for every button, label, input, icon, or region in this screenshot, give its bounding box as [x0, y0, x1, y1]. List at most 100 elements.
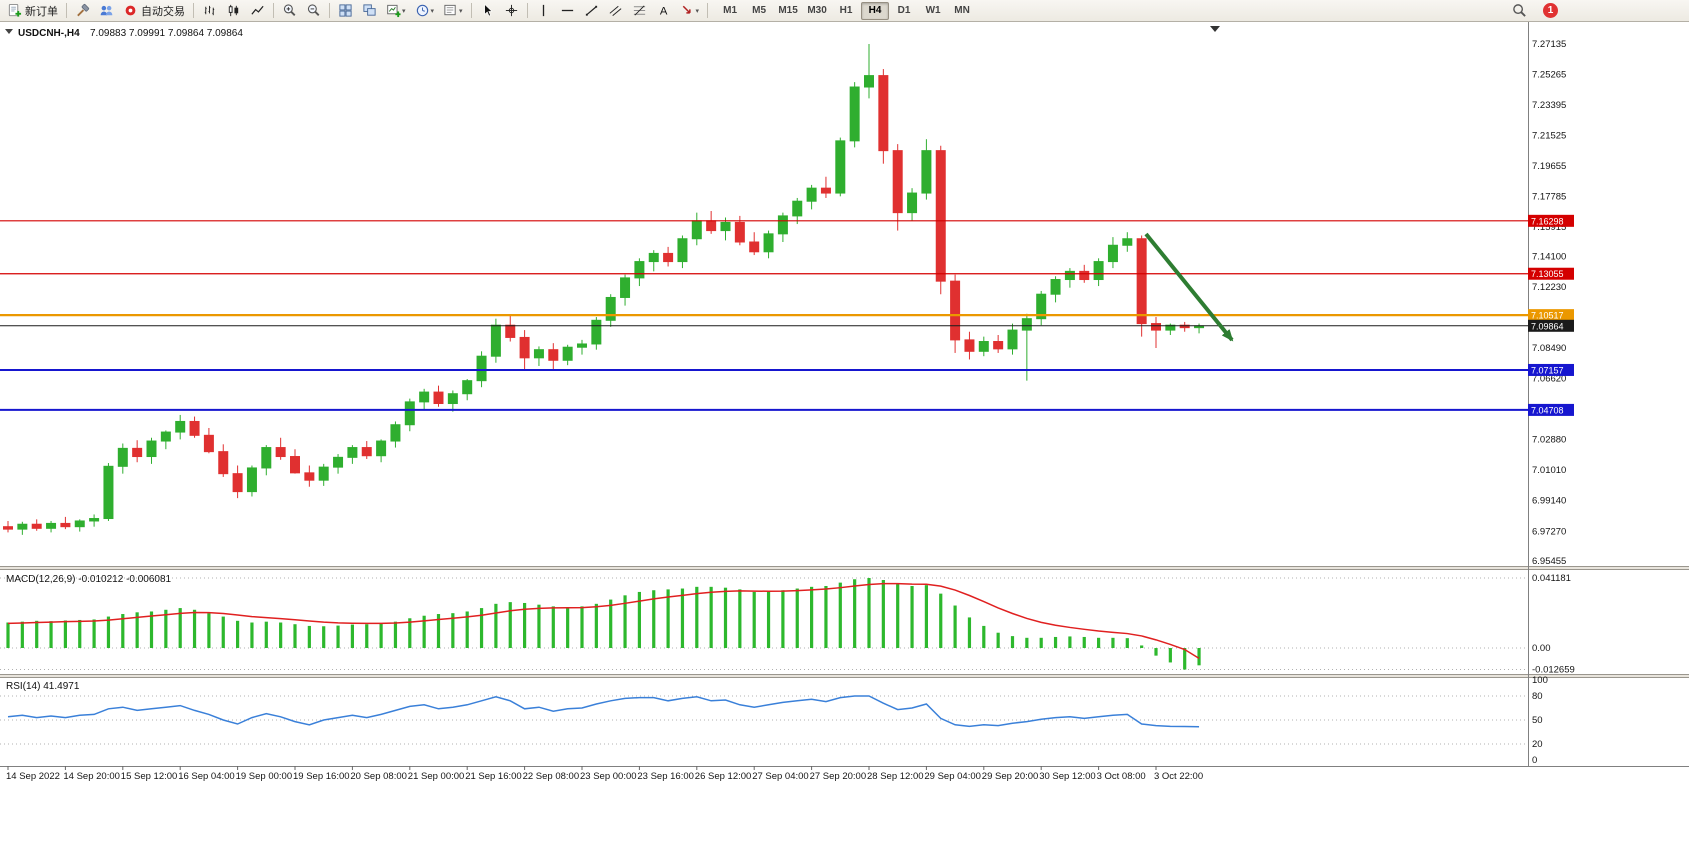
line-chart-button[interactable] — [246, 1, 269, 21]
new-order-label: 新订单 — [25, 5, 58, 18]
new-chart-button[interactable]: ▾ — [382, 1, 410, 21]
search-button[interactable] — [1508, 1, 1531, 21]
candle — [1036, 290, 1047, 326]
timeframe-button-h1[interactable]: H1 — [839, 4, 853, 16]
candle — [290, 449, 300, 474]
candle — [978, 336, 989, 357]
autotrading-button[interactable]: 自动交易 — [119, 1, 189, 21]
timeframe-button-h4[interactable]: H4 — [861, 1, 890, 20]
price-level-badge — [1528, 309, 1574, 322]
vertical-line-icon — [542, 4, 544, 17]
macd-axis-label: 0.00 — [1532, 643, 1551, 654]
candle — [1179, 321, 1190, 332]
candle — [806, 184, 817, 210]
rsi-axis-label: 0 — [1532, 755, 1537, 766]
timeframe-button-m5[interactable]: M5 — [752, 4, 767, 16]
timeframe-button-m1[interactable]: M1 — [723, 4, 738, 16]
zoom-out-button[interactable] — [302, 1, 325, 21]
price-level-badge-label: 7.04708 — [1531, 405, 1564, 415]
time-axis-label: 27 Sep 04:00 — [752, 771, 809, 782]
timeframe-button-m30[interactable]: M30 — [807, 4, 827, 16]
candle — [548, 343, 559, 370]
candle — [175, 414, 186, 440]
trendline-tool-button[interactable] — [580, 1, 603, 21]
period-button[interactable]: ▾ — [411, 1, 439, 21]
candle — [433, 385, 444, 407]
time-axis-label: 16 Sep 04:00 — [178, 771, 235, 782]
horizontal-line-tool-button[interactable] — [556, 1, 579, 21]
time-axis-label: 27 Sep 20:00 — [810, 771, 867, 782]
candle — [246, 465, 257, 497]
candle — [777, 212, 788, 242]
candle — [132, 440, 143, 463]
candle — [993, 334, 1004, 353]
candle — [1050, 276, 1061, 303]
candle — [31, 519, 42, 531]
candle — [275, 437, 286, 460]
chart-window: 0.041181 0.00 -0.012659 100 80 50 20 0 7.27135 7.… — [0, 22, 1689, 850]
timeframe-toolbar: M1 M5 M15 M30 H1 H4 D1 W1 MN — [716, 1, 976, 20]
zoom-out-icon — [307, 4, 320, 16]
pane-separator[interactable] — [0, 674, 1689, 678]
cursor-tool-button[interactable] — [476, 1, 499, 21]
price-level-badge — [1528, 403, 1574, 416]
candle — [577, 339, 587, 355]
candle — [261, 445, 272, 476]
market-watch-button[interactable] — [95, 1, 118, 21]
horizontal-line-icon — [561, 9, 573, 12]
timeframe-button-mn[interactable]: MN — [954, 4, 970, 16]
price-axis-label: 7.12230 — [1532, 282, 1566, 293]
channel-icon — [609, 5, 621, 17]
timeframe-button-d1[interactable]: D1 — [897, 4, 911, 16]
price-axis-label: 7.21525 — [1532, 131, 1566, 142]
candle — [1064, 268, 1075, 288]
candle — [921, 139, 932, 200]
candle — [620, 274, 631, 306]
zoom-in-button[interactable] — [278, 1, 301, 21]
metaeditor-button[interactable] — [71, 1, 94, 21]
text-tool-button[interactable]: A — [652, 1, 675, 21]
rsi-axis-label: 50 — [1532, 715, 1543, 726]
ohlc-panel-toggle[interactable] — [5, 29, 13, 34]
candle — [490, 318, 501, 363]
candle — [1107, 237, 1118, 269]
channel-tool-button[interactable] — [604, 1, 627, 21]
vertical-line-tool-button[interactable] — [532, 1, 555, 21]
pane-separator[interactable] — [0, 566, 1689, 570]
candle — [792, 197, 803, 225]
notification-badge[interactable]: 1 — [1543, 3, 1558, 18]
crosshair-tool-button[interactable] — [500, 1, 523, 21]
svg-text:A: A — [659, 5, 667, 17]
new-order-button[interactable]: 新订单 — [3, 1, 62, 21]
rsi-axis-label: 20 — [1532, 739, 1543, 750]
candle — [146, 437, 157, 464]
candle — [46, 520, 57, 533]
text-icon: A — [659, 5, 667, 17]
fibonacci-tool-button[interactable] — [628, 1, 651, 21]
timeframe-button-w1[interactable]: W1 — [925, 4, 941, 16]
main-toolbar: 新订单 自动交易 — [0, 0, 1689, 22]
time-axis-label: 26 Sep 12:00 — [695, 771, 752, 782]
candle — [519, 330, 530, 371]
candle — [820, 176, 831, 198]
candle — [376, 439, 387, 463]
time-axis-label: 22 Sep 08:00 — [523, 771, 580, 782]
candle — [648, 250, 659, 272]
time-axis-label: 19 Sep 16:00 — [293, 771, 350, 782]
trend-arrow-annotation[interactable] — [1144, 232, 1234, 342]
chart-ohlc-values: 7.09883 7.09991 7.09864 7.09864 — [90, 28, 243, 39]
chart-shift-marker[interactable] — [1210, 26, 1220, 32]
price-level-badge-label: 7.09864 — [1531, 321, 1564, 331]
candlestick-chart-button[interactable] — [222, 1, 245, 21]
template-button[interactable]: ▾ — [439, 1, 467, 21]
tile-windows-button[interactable] — [334, 1, 357, 21]
candle — [3, 520, 13, 533]
price-axis-label: 7.01010 — [1532, 465, 1566, 476]
cascade-windows-button[interactable] — [358, 1, 381, 21]
timeframe-button-m15[interactable]: M15 — [778, 4, 798, 16]
bar-chart-button[interactable] — [198, 1, 221, 21]
time-axis-label: 14 Sep 2022 — [6, 771, 60, 782]
arrows-tool-button[interactable]: ▾ — [676, 1, 704, 21]
